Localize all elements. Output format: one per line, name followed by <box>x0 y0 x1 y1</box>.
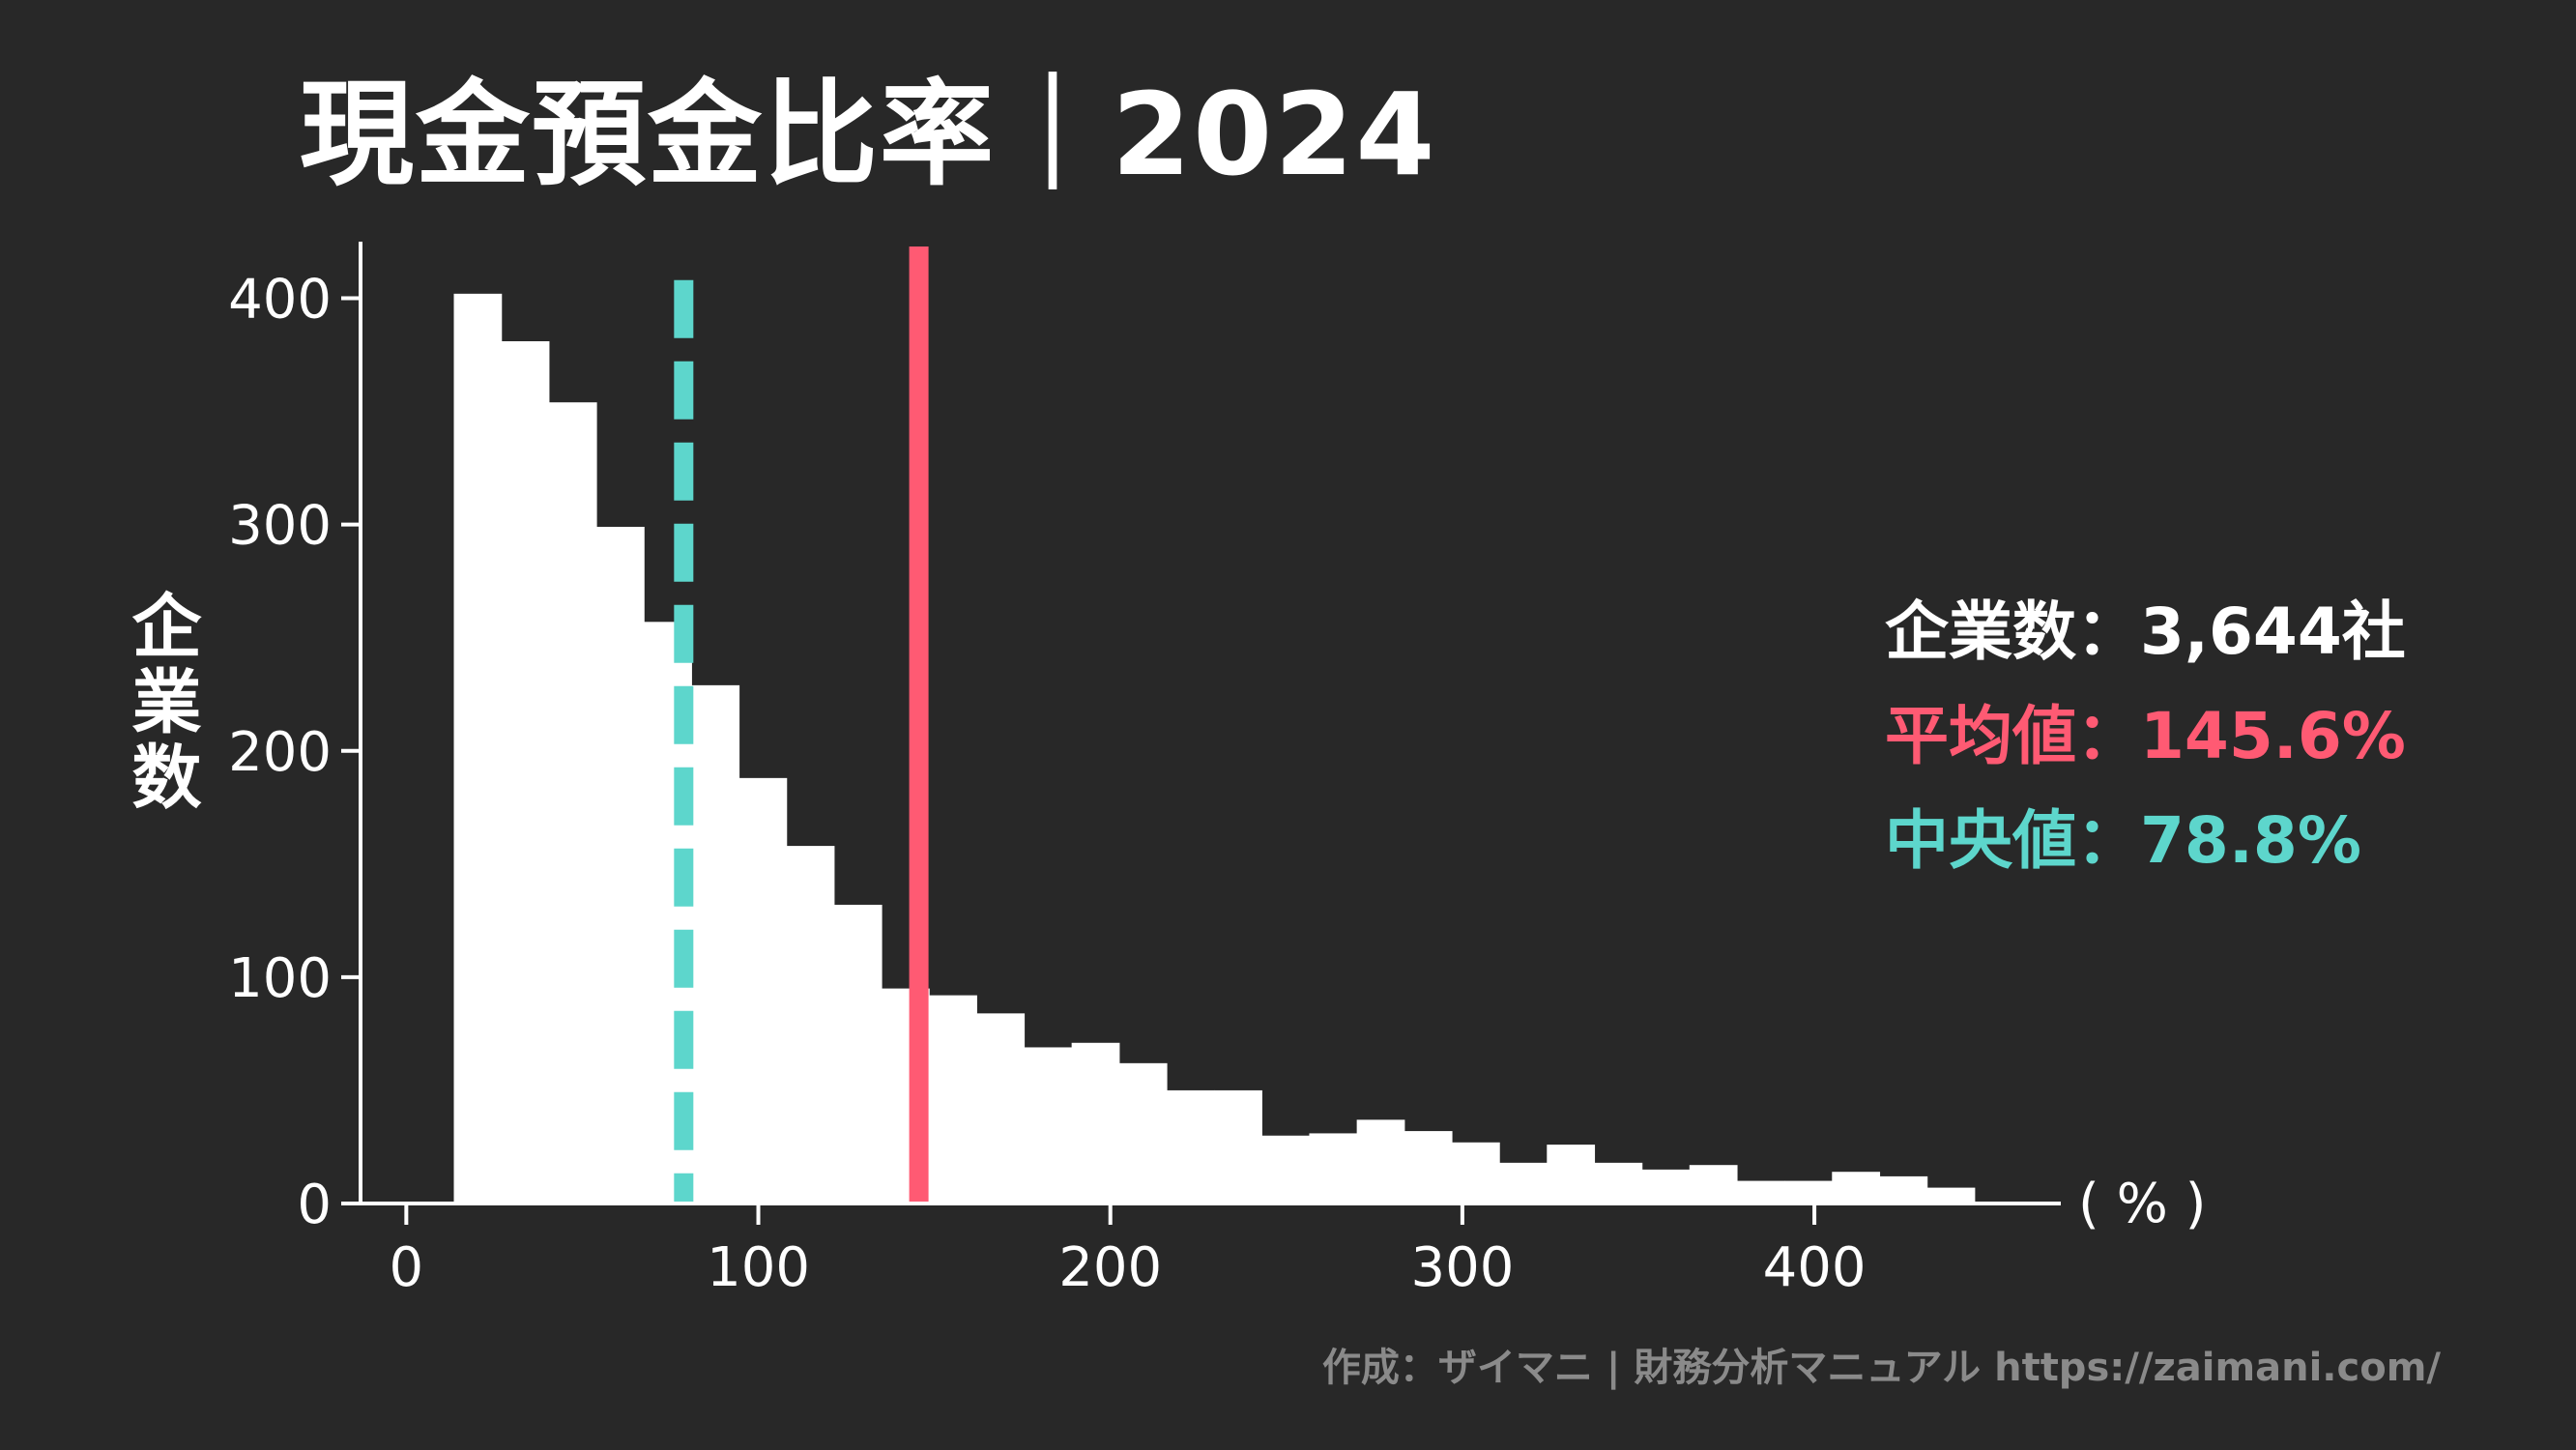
histogram-bar <box>1832 1172 1881 1204</box>
y-tick-label: 0 <box>297 1174 332 1236</box>
stat-median-label: 中央値： <box>1885 803 2140 878</box>
stat-median: 中央値：78.8% <box>1885 789 2406 893</box>
histogram-bar <box>1594 1162 1643 1204</box>
histogram-bars <box>453 293 1976 1204</box>
histogram-bar <box>1879 1175 1928 1204</box>
histogram-bar <box>1689 1165 1738 1204</box>
histogram-bar <box>1214 1089 1262 1204</box>
histogram-bar <box>738 777 788 1204</box>
stats-panel: 企業数：3,644社 平均値：145.6% 中央値：78.8% <box>1885 580 2406 893</box>
histogram-bar <box>833 904 883 1204</box>
histogram-bar <box>1736 1180 1785 1204</box>
histogram-bar <box>1261 1135 1311 1204</box>
y-axis-label: 企業数 <box>120 590 201 816</box>
histogram-bar <box>1309 1133 1358 1204</box>
stat-count: 企業数：3,644社 <box>1885 580 2406 684</box>
histogram-bar <box>1499 1162 1548 1204</box>
histogram-bar <box>1926 1187 1976 1204</box>
x-tick-label: 0 <box>390 1236 424 1299</box>
histogram-bar <box>929 995 977 1204</box>
stat-mean: 平均値：145.6% <box>1885 684 2406 789</box>
stat-mean-value: 145.6% <box>2140 699 2406 773</box>
histogram-bar <box>453 293 503 1204</box>
y-tick-label: 300 <box>228 495 332 558</box>
histogram-bar <box>976 1013 1026 1204</box>
histogram-bar <box>1356 1119 1405 1204</box>
stat-mean-label: 平均値： <box>1885 699 2140 773</box>
histogram-bar <box>1784 1180 1833 1204</box>
x-tick-label: 100 <box>707 1236 810 1299</box>
histogram-bar <box>1118 1062 1168 1204</box>
histogram-bar <box>1071 1042 1120 1204</box>
stat-count-label: 企業数： <box>1885 594 2140 669</box>
stat-count-value: 3,644社 <box>2140 594 2406 669</box>
histogram-bar <box>1404 1131 1453 1204</box>
credit-text: 作成：ザイマニ | 財務分析マニュアル https://zaimani.com/ <box>1321 1346 2441 1390</box>
y-tick-label: 200 <box>228 721 332 784</box>
histogram-bar <box>501 341 550 1204</box>
histogram-bar <box>1024 1047 1073 1204</box>
histogram-bar <box>1641 1169 1691 1204</box>
histogram-bar <box>1547 1145 1596 1204</box>
histogram-bar <box>548 402 597 1204</box>
x-tick-label: 400 <box>1763 1236 1867 1299</box>
ticks: 0 100 200 300 400 0 100 200 300 400 <box>228 269 1866 1299</box>
histogram-bar <box>1451 1142 1500 1204</box>
histogram-bar <box>596 526 645 1204</box>
x-tick-label: 200 <box>1058 1236 1162 1299</box>
chart-title: 現金預金比率｜2024 <box>300 68 1437 201</box>
histogram-bar <box>786 846 835 1204</box>
reference-lines <box>674 246 929 1204</box>
histogram-bar <box>1166 1089 1215 1204</box>
y-tick-label: 400 <box>228 269 332 332</box>
histogram-bar <box>691 684 740 1204</box>
axes <box>359 242 2061 1205</box>
x-tick-label: 300 <box>1410 1236 1514 1299</box>
stat-median-value: 78.8% <box>2140 803 2361 878</box>
y-tick-label: 100 <box>228 947 332 1010</box>
x-unit-label: ( % ) <box>2078 1173 2207 1235</box>
